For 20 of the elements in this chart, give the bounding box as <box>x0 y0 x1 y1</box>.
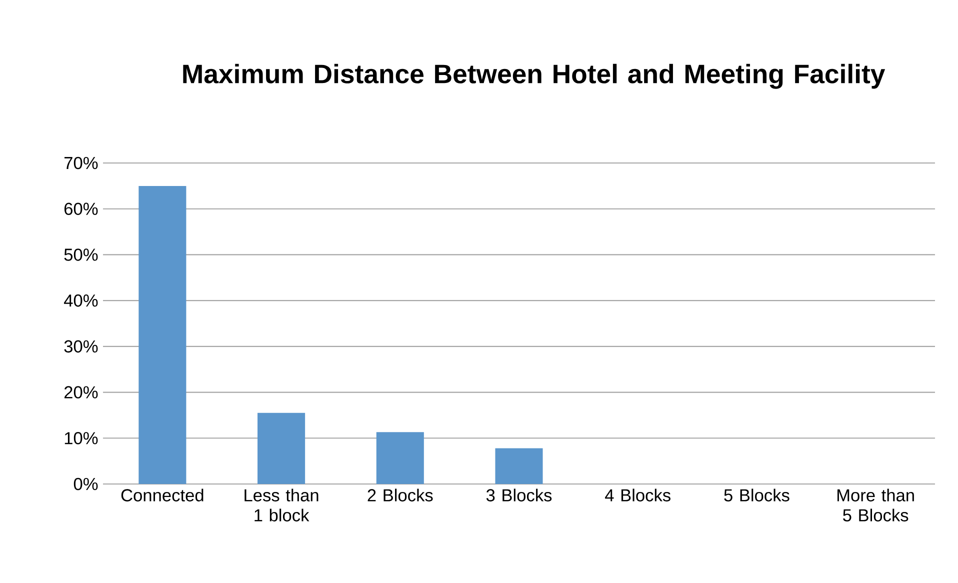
x-tick-label: 4 Blocks <box>605 488 670 502</box>
y-tick-label: 70% <box>64 156 98 170</box>
x-tick-label: 2 Blocks <box>368 488 433 502</box>
bar <box>376 432 424 484</box>
bar <box>138 186 186 484</box>
y-tick-label: 30% <box>64 340 98 353</box>
x-tick-label: More than 5 Blocks <box>837 488 914 522</box>
x-tick-label: 5 Blocks <box>724 488 790 502</box>
x-tick-label: Connected <box>121 488 204 502</box>
y-tick-label: 60% <box>64 202 98 215</box>
bar <box>258 412 306 484</box>
bar <box>495 448 543 484</box>
x-tick-label: 3 Blocks <box>486 488 552 502</box>
chart-title: Maximum Distance Between Hotel and Meeting Facility <box>183 64 886 89</box>
y-tick-label: 10% <box>64 432 98 444</box>
y-tick-label: 20% <box>64 386 98 398</box>
x-tick-label: Less than 1 block <box>244 488 318 522</box>
y-tick-label: 0% <box>74 478 98 490</box>
y-tick-label: 50% <box>64 248 98 261</box>
y-tick-label: 40% <box>64 294 98 307</box>
